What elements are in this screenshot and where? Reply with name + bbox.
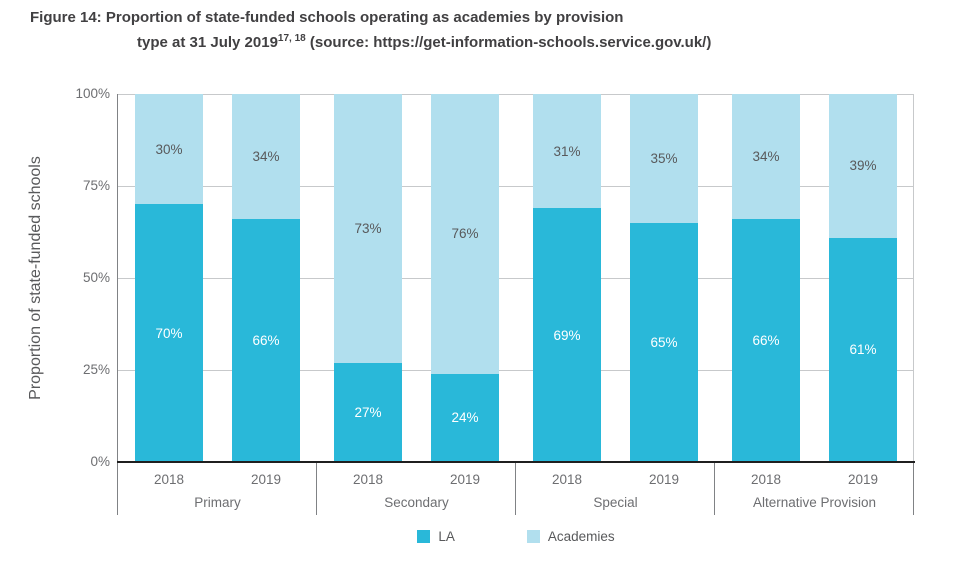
segment-value-label: 66% xyxy=(252,333,280,349)
figure-title: Figure 14: Proportion of state-funded sc… xyxy=(30,7,711,53)
y-tick-0: 0% xyxy=(90,454,110,469)
y-tick-50: 50% xyxy=(82,270,110,285)
segment-value-label: 65% xyxy=(650,334,678,350)
bar-group-alternative-provision: 34% 66% 2018 39% 61% 2019 Alternative Provisio… xyxy=(715,94,914,510)
segment-la: 61% xyxy=(829,237,897,462)
segment-value-label: 34% xyxy=(752,149,780,165)
x-tick-year-label: 2019 xyxy=(250,472,282,487)
legend-label-la: LA xyxy=(438,529,455,544)
y-tick-75: 75% xyxy=(82,178,110,193)
segment-value-label: 27% xyxy=(354,404,382,420)
x-tick-year-label: 2019 xyxy=(449,472,481,487)
segment-value-label: 66% xyxy=(752,333,780,349)
segment-value-label: 24% xyxy=(451,410,479,426)
bar-group-special: 31% 69% 2018 35% 65% 2019 Special xyxy=(516,94,715,510)
y-axis-tick-labels: 0% 25% 50% 75% 100% xyxy=(40,86,110,469)
segment-academies: 73% xyxy=(334,94,402,363)
segment-academies: 31% xyxy=(533,94,601,209)
x-category-label: Secondary xyxy=(384,495,449,510)
segment-value-label: 31% xyxy=(553,143,581,159)
x-tick-year-label: 2018 xyxy=(352,472,384,487)
y-tick-25: 25% xyxy=(82,362,110,377)
x-category-label: Alternative Provision xyxy=(752,495,877,510)
legend-swatch-academies xyxy=(526,530,540,543)
stacked-bar-primary-2019: 34% 66% xyxy=(232,94,300,462)
group-divider xyxy=(515,462,516,515)
bar-group-primary: 30% 70% 2018 34% 66% 2019 Primary xyxy=(118,94,317,510)
x-tick-year-label: 2018 xyxy=(750,472,782,487)
segment-academies: 30% xyxy=(135,94,203,205)
stacked-bar-alternative-provision-2019: 39% 61% xyxy=(829,94,897,462)
segment-value-label: 34% xyxy=(252,149,280,165)
x-category-label: Special xyxy=(593,495,638,510)
gridline-25 xyxy=(118,370,914,371)
stacked-bar-secondary-2018: 73% 27% xyxy=(334,94,402,462)
segment-value-label: 30% xyxy=(155,141,183,157)
segment-value-label: 69% xyxy=(553,327,581,343)
chart-legend: LA Academies xyxy=(118,529,914,544)
x-tick-year-label: 2018 xyxy=(153,472,185,487)
legend-swatch-la xyxy=(417,530,431,543)
y-tick-100: 100% xyxy=(75,86,110,101)
legend-label-academies: Academies xyxy=(547,529,615,544)
stacked-bar-special-2018: 31% 69% xyxy=(533,94,601,462)
segment-academies: 35% xyxy=(630,94,698,223)
segment-la: 65% xyxy=(630,222,698,462)
stacked-bar-secondary-2019: 76% 24% xyxy=(431,94,499,462)
bar-group-secondary: 73% 27% 2018 76% 24% 2019 Secondary xyxy=(317,94,516,510)
legend-item-academies: Academies xyxy=(526,529,615,544)
footnote-superscript: 17, 18 xyxy=(277,33,306,44)
y-axis-line xyxy=(117,94,118,515)
x-tick-year-label: 2018 xyxy=(551,472,583,487)
segment-la: 27% xyxy=(334,362,402,462)
gridline-50 xyxy=(118,278,914,279)
group-divider xyxy=(316,462,317,515)
stacked-bar-primary-2018: 30% 70% xyxy=(135,94,203,462)
legend-item-la: LA xyxy=(417,529,455,544)
plot-area: 30% 70% 2018 34% 66% 2019 Primary 73% 27% 2018 76%… xyxy=(117,94,915,515)
segment-value-label: 35% xyxy=(650,150,678,166)
segment-la: 69% xyxy=(533,208,601,462)
segment-value-label: 70% xyxy=(155,325,183,341)
group-divider xyxy=(714,462,715,515)
segment-la: 66% xyxy=(232,219,300,462)
group-divider xyxy=(913,462,914,515)
gridline-75 xyxy=(118,186,914,187)
segment-la: 70% xyxy=(135,204,203,462)
figure-title-line1: Figure 14: Proportion of state-funded sc… xyxy=(30,9,624,26)
x-tick-year-label: 2019 xyxy=(648,472,680,487)
segment-academies: 76% xyxy=(431,94,499,374)
segment-value-label: 76% xyxy=(451,226,479,242)
x-axis-line xyxy=(117,461,915,463)
gridline-100 xyxy=(118,94,914,95)
segment-value-label: 73% xyxy=(354,220,382,236)
segment-la: 24% xyxy=(431,373,499,462)
segment-academies: 34% xyxy=(232,94,300,220)
stacked-bar-alternative-provision-2018: 34% 66% xyxy=(732,94,800,462)
x-tick-year-label: 2019 xyxy=(847,472,879,487)
segment-academies: 39% xyxy=(829,94,897,238)
segment-value-label: 61% xyxy=(849,342,877,358)
segment-value-label: 39% xyxy=(849,158,877,174)
segment-la: 66% xyxy=(732,219,800,462)
stacked-bar-special-2019: 35% 65% xyxy=(630,94,698,462)
x-category-label: Primary xyxy=(194,495,241,510)
figure-title-line2: type at 31 July 201917, 18 (source: http… xyxy=(137,33,712,51)
segment-academies: 34% xyxy=(732,94,800,220)
